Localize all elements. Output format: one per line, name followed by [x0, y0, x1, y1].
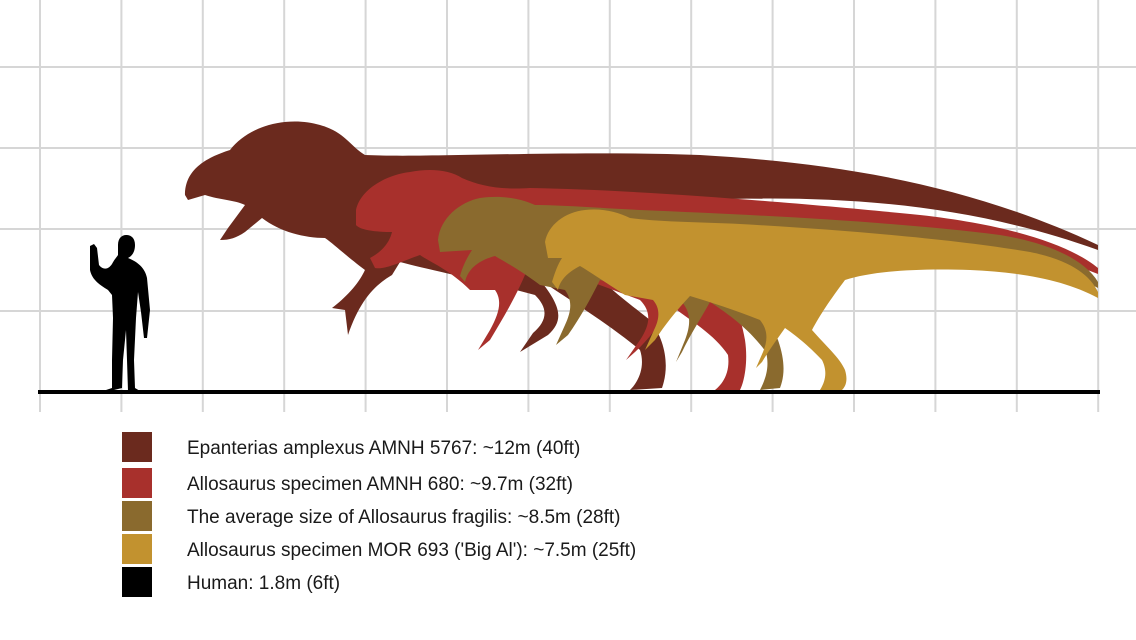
legend-swatch-bigal	[122, 534, 152, 564]
ground-ticks	[39, 394, 1100, 412]
legend-label-epanterias: Epanterias amplexus AMNH 5767: ~12m (40f…	[187, 438, 581, 459]
legend-item-average: The average size of Allosaurus fragilis:…	[122, 501, 822, 533]
legend-swatch-amnh680	[122, 468, 152, 498]
legend-item-bigal: Allosaurus specimen MOR 693 ('Big Al'): …	[122, 534, 822, 566]
legend-label-human: Human: 1.8m (6ft)	[187, 573, 341, 594]
legend-item-amnh680: Allosaurus specimen AMNH 680: ~9.7m (32f…	[122, 468, 822, 500]
legend-swatch-epanterias	[122, 432, 152, 462]
legend-label-amnh680: Allosaurus specimen AMNH 680: ~9.7m (32f…	[187, 474, 573, 495]
legend-swatch-average	[122, 501, 152, 531]
legend-label-bigal: Allosaurus specimen MOR 693 ('Big Al'): …	[187, 540, 637, 561]
legend-swatch-human	[122, 567, 152, 597]
legend-item-human: Human: 1.8m (6ft)	[122, 567, 822, 599]
silhouette-bigal	[545, 209, 1098, 390]
silhouette-human	[90, 235, 150, 391]
legend-item-epanterias: Epanterias amplexus AMNH 5767: ~12m (40f…	[122, 432, 822, 464]
legend-label-average: The average size of Allosaurus fragilis:…	[187, 507, 621, 528]
